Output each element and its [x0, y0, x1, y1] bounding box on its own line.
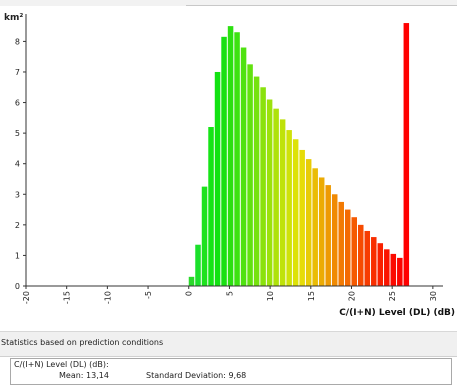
y-tick-label-1: 1 — [15, 251, 20, 260]
stats-mean: Mean: 13,14 — [59, 371, 109, 380]
bar-15 — [286, 130, 292, 286]
x-tick-label-1: -15 — [63, 291, 72, 304]
x-tick-label-7: 15 — [307, 291, 316, 301]
y-tick-label-6: 6 — [15, 99, 20, 108]
bar-10 — [253, 76, 260, 286]
bar-3 — [208, 127, 214, 286]
bar-30 — [384, 249, 390, 286]
x-tick-label-0: -20 — [22, 291, 31, 304]
bar-26 — [358, 224, 364, 286]
x-tick-label-2: -10 — [103, 291, 112, 304]
y-tick-label-8: 8 — [15, 37, 20, 46]
bar-16 — [292, 139, 299, 286]
x-axis-label: C/(I+N) Level (DL) (dB) — [339, 308, 455, 318]
x-tick-label-3: -5 — [144, 291, 153, 299]
histogram-bars — [188, 23, 410, 287]
bar-2 — [201, 186, 208, 286]
y-tick-label-4: 4 — [15, 160, 20, 169]
bar-22 — [331, 194, 338, 286]
x-tick-label-10: 30 — [429, 291, 438, 301]
bar-24 — [344, 209, 351, 286]
top-divider — [186, 5, 457, 6]
bar-1 — [195, 244, 201, 286]
y-tick-label-3: 3 — [15, 190, 20, 199]
bar-4 — [214, 71, 221, 286]
bar-9 — [247, 64, 253, 286]
stats-header-title: Statistics based on prediction condition… — [1, 338, 164, 347]
bar-21 — [325, 185, 331, 286]
bar-25 — [351, 217, 357, 286]
x-tick-label-6: 10 — [266, 291, 275, 301]
chart-ticks: 0 1 2 3 4 5 6 7 8 -20 -15 -10 -5 0 5 10 15 20 25 30 — [15, 37, 438, 304]
bar-32 — [397, 257, 403, 286]
stats-standard-deviation: Standard Deviation: 9,68 — [146, 371, 247, 380]
x-tick-label-4: 0 — [185, 291, 194, 296]
bar-5 — [221, 36, 227, 286]
bar-31 — [390, 253, 397, 286]
bar-28 — [371, 237, 377, 286]
bar-33 — [403, 23, 410, 287]
bar-12 — [266, 99, 273, 286]
window-top-strip — [0, 0, 457, 6]
stats-box: C/(I+N) Level (DL) (dB): Mean: 13,14 Sta… — [10, 358, 452, 385]
bar-7 — [234, 32, 240, 286]
bar-11 — [260, 87, 266, 286]
bar-14 — [279, 119, 286, 286]
bar-29 — [377, 243, 384, 286]
stats-header: Statistics based on prediction condition… — [0, 331, 457, 357]
x-tick-label-5: 5 — [225, 291, 234, 296]
chart-axes — [25, 14, 443, 287]
histogram-chart: 0 1 2 3 4 5 6 7 8 -20 -15 -10 -5 0 5 10 15 20 25 30 — [15, 14, 443, 304]
bar-17 — [299, 149, 305, 286]
y-tick-label-5: 5 — [15, 129, 20, 138]
bar-20 — [318, 177, 325, 286]
x-tick-label-9: 25 — [388, 291, 397, 301]
y-units-label: km² — [4, 13, 24, 23]
bar-19 — [312, 168, 318, 286]
bar-27 — [364, 230, 371, 286]
y-tick-label-0: 0 — [15, 282, 20, 291]
y-tick-label-7: 7 — [15, 68, 20, 77]
bar-13 — [273, 108, 279, 287]
bar-18 — [305, 159, 312, 286]
x-tick-label-8: 20 — [347, 291, 356, 301]
bar-23 — [338, 201, 344, 286]
stats-measure-label: C/(I+N) Level (DL) (dB): — [14, 360, 109, 369]
bar-6 — [227, 26, 234, 287]
y-tick-label-2: 2 — [15, 221, 20, 230]
bar-0 — [188, 276, 195, 286]
bar-8 — [240, 47, 247, 286]
